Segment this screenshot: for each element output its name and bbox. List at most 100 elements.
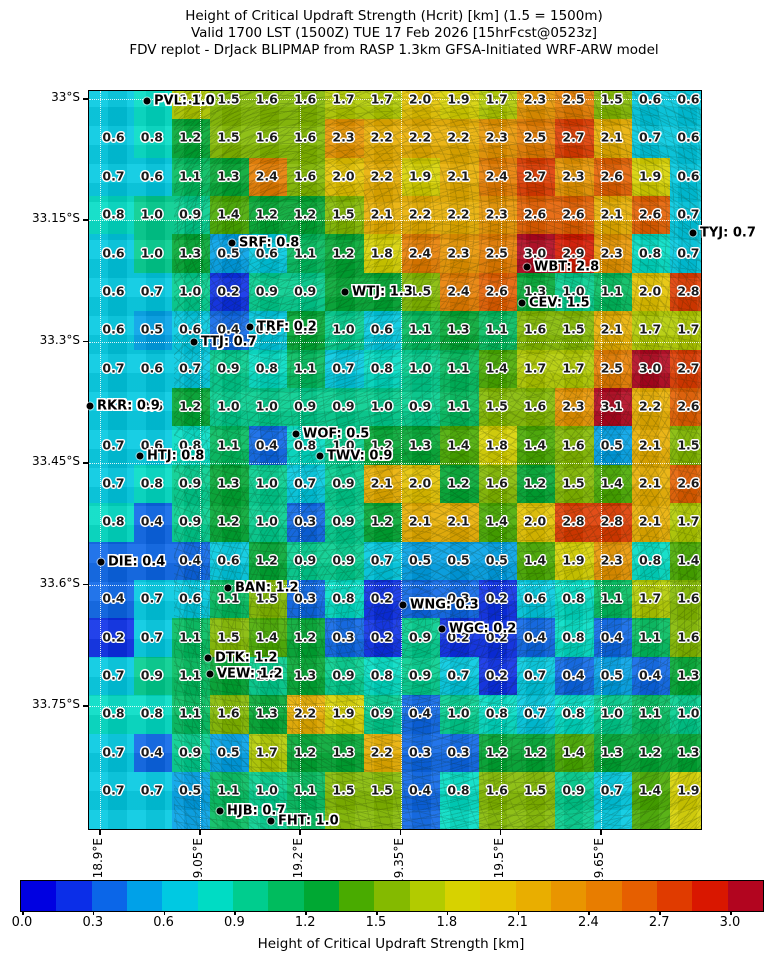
heatmap-cell	[670, 196, 701, 235]
heatmap-cell	[363, 272, 402, 312]
heatmap-cell	[555, 541, 594, 580]
heatmap-cell	[555, 426, 594, 465]
y-tick-label: 33°S	[51, 90, 80, 104]
heatmap-cell	[363, 772, 402, 811]
heatmap-cell	[440, 656, 479, 696]
heatmap-cell	[440, 234, 479, 273]
heatmap-cell	[133, 272, 172, 312]
heatmap-cell	[440, 388, 479, 427]
heatmap-cell	[248, 656, 287, 696]
heatmap-cell	[210, 503, 249, 542]
x-tick-label: 19.35°E	[391, 838, 406, 886]
heatmap-cell	[516, 157, 556, 196]
colorbar-segment	[621, 881, 657, 911]
heatmap-cell	[670, 388, 701, 427]
heatmap-cell	[478, 541, 517, 580]
heatmap-cell	[478, 503, 517, 542]
colorbar-segment	[374, 881, 410, 911]
colorbar-tick	[22, 911, 24, 915]
lat-gridline	[89, 706, 701, 707]
heatmap-cell	[171, 349, 211, 388]
heatmap-cell	[516, 196, 556, 235]
heatmap-cell	[478, 349, 517, 388]
heatmap-cell	[670, 157, 701, 196]
heatmap-cell	[401, 426, 441, 465]
heatmap-cell	[133, 810, 172, 829]
heatmap-cell	[593, 272, 632, 312]
heatmap-cell	[210, 119, 249, 158]
heatmap-cell	[171, 695, 211, 734]
heatmap-cell	[401, 656, 441, 696]
heatmap-cell	[555, 580, 594, 619]
heatmap-cell	[478, 695, 517, 734]
heatmap-cell	[210, 91, 249, 120]
heatmap-cell	[478, 196, 517, 235]
heatmap-cell	[670, 541, 701, 580]
heatmap-cell	[248, 388, 287, 427]
heatmap-cell	[325, 311, 364, 350]
colorbar-segment	[409, 881, 445, 911]
title-line-1: Height of Critical Updraft Strength (Hcr…	[185, 8, 603, 24]
heatmap-cell	[363, 580, 402, 619]
heatmap-cell	[478, 733, 517, 772]
heatmap-cell	[286, 311, 326, 350]
colorbar-tick-label: 0.0	[11, 915, 33, 930]
heatmap-cell	[210, 541, 249, 580]
y-tick-label: 33.3°S	[39, 332, 80, 347]
heatmap-cell	[248, 311, 287, 350]
heatmap-cell	[670, 464, 701, 504]
heatmap-cell	[133, 464, 172, 504]
heatmap-cell	[248, 349, 287, 388]
heatmap-cell	[631, 618, 671, 657]
heatmap-cell	[478, 157, 517, 196]
x-axis-tick	[199, 829, 201, 835]
heatmap-cell	[325, 733, 364, 772]
heatmap-cell	[440, 272, 479, 312]
heatmap-cell	[210, 388, 249, 427]
heatmap-cell	[89, 772, 134, 811]
heatmap-cell	[133, 772, 172, 811]
heatmap-cell	[440, 695, 479, 734]
heatmap-cell	[363, 311, 402, 350]
heatmap-cell	[670, 119, 701, 158]
heatmap-cell	[171, 772, 211, 811]
heatmap-cell	[516, 388, 556, 427]
heatmap-cell	[248, 119, 287, 158]
heatmap-cell	[555, 618, 594, 657]
heatmap-cell	[171, 733, 211, 772]
heatmap-cell	[478, 656, 517, 696]
heatmap-cell	[89, 426, 134, 465]
heatmap-cell	[631, 234, 671, 273]
heatmap-cell	[363, 91, 402, 120]
heatmap-cell	[248, 157, 287, 196]
heatmap-cell	[440, 349, 479, 388]
lon-gridline	[400, 91, 402, 829]
lon-gridline	[100, 91, 101, 829]
y-tick-label: 33.15°S	[32, 211, 80, 226]
heatmap-cell	[478, 810, 517, 829]
colorbar-tick-label: 1.2	[294, 915, 316, 930]
heatmap-cell	[325, 119, 364, 158]
colorbar-tick-label: 2.1	[507, 915, 528, 930]
x-axis-tick	[600, 829, 602, 835]
heatmap-cell	[631, 656, 671, 696]
heatmap-cell	[286, 119, 326, 158]
heatmap-cell	[631, 349, 671, 388]
heatmap-cell	[670, 426, 701, 465]
heatmap-cell	[363, 349, 402, 388]
heatmap-cell	[210, 810, 249, 829]
colorbar-tick	[588, 911, 590, 915]
heatmap-cell	[670, 349, 701, 388]
y-tick-label: 33.75°S	[32, 697, 80, 711]
heatmap-cell	[325, 541, 364, 580]
colorbar-segment	[232, 881, 269, 911]
heatmap-cell	[555, 695, 594, 734]
heatmap-cell	[248, 541, 287, 580]
x-axis-tick	[499, 829, 502, 835]
heatmap-cell	[89, 234, 134, 273]
heatmap-cell	[478, 119, 517, 158]
heatmap-cell	[516, 234, 556, 273]
heatmap-cell	[670, 695, 701, 734]
heatmap-cell	[210, 733, 249, 772]
heatmap-cell	[440, 541, 479, 580]
